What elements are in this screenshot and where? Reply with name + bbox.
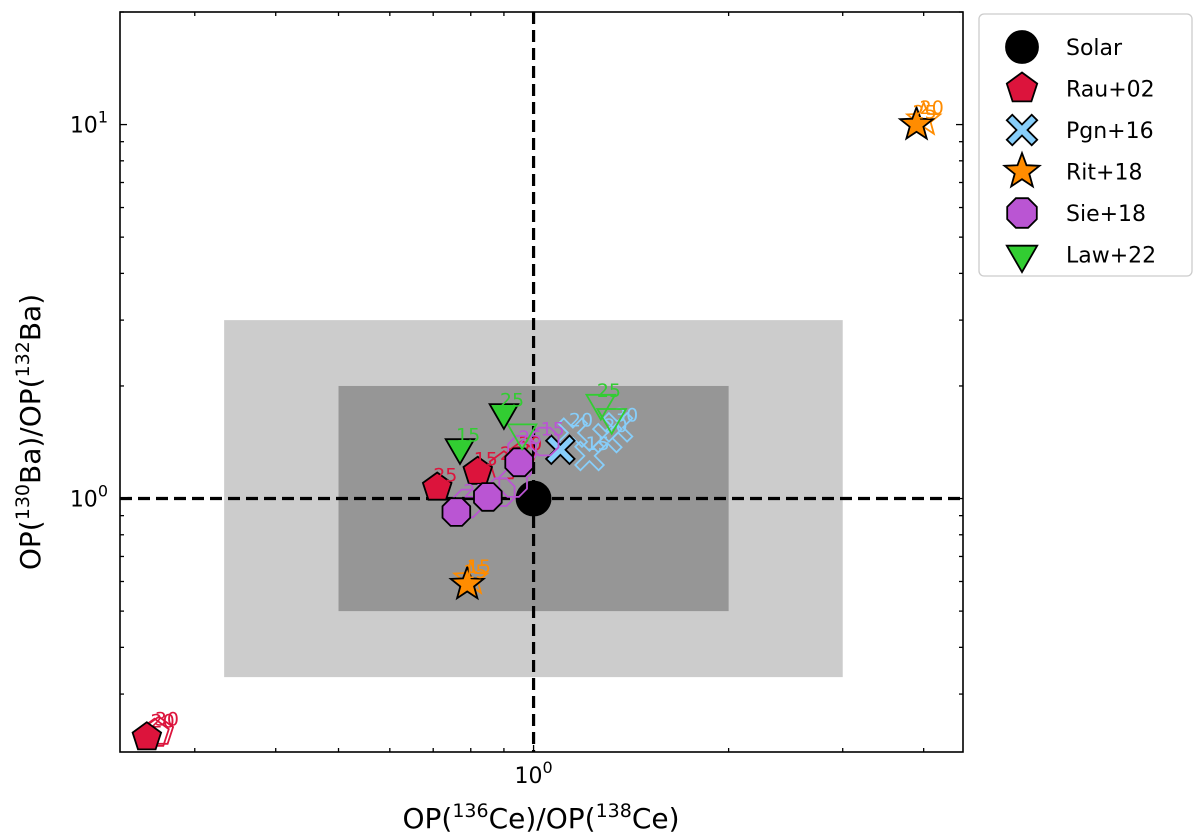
point-law-22 xyxy=(595,408,628,436)
point-label: 15 xyxy=(467,556,491,578)
point-rau-02 xyxy=(131,721,163,751)
legend-marker-solar xyxy=(1005,30,1039,64)
point-sie-18 xyxy=(473,482,503,512)
point-rit-18 xyxy=(448,564,487,601)
point-label: 15 xyxy=(463,561,487,583)
point-label: 20 xyxy=(920,97,944,119)
x-tick-label: 100 xyxy=(514,758,552,789)
legend-marker-sie-18 xyxy=(1006,197,1038,229)
legend-label: Solar xyxy=(1066,36,1123,61)
legend-marker-pgn-16 xyxy=(1005,113,1039,147)
point-label: 15 xyxy=(474,449,498,471)
x-axis-label: OP(136Ce)/OP(138Ce) xyxy=(402,800,679,835)
tick-labels: 100 100 101 xyxy=(70,108,553,789)
legend-marker-rau-02 xyxy=(1005,71,1039,103)
legend-marker-law-22 xyxy=(1005,244,1039,274)
plot-frame xyxy=(119,11,964,753)
point-pgn-16 xyxy=(602,411,634,443)
point-rit-18 xyxy=(897,104,936,141)
legend-label: Rit+18 xyxy=(1066,161,1142,186)
legend-label: Sie+18 xyxy=(1066,202,1146,227)
point-pgn-16 xyxy=(574,440,606,472)
legend-marker-rit-18 xyxy=(1002,150,1042,189)
axis-ticks xyxy=(120,11,963,752)
point-label: 20 xyxy=(151,711,175,733)
point-label: 25 xyxy=(500,389,524,411)
point-sie-18 xyxy=(504,447,534,478)
point-label: 20 xyxy=(569,410,593,432)
y-tick-label: 101 xyxy=(70,108,108,139)
legend-label: Law+22 xyxy=(1066,244,1156,269)
legend-label: Rau+02 xyxy=(1066,78,1155,103)
point-label: 15 xyxy=(541,419,565,441)
point-label: 15 xyxy=(456,424,480,446)
legend-label: Pgn+16 xyxy=(1066,119,1154,144)
point-label: 25 xyxy=(913,102,937,124)
point-rau-02 xyxy=(462,455,494,485)
point-label: 30 xyxy=(155,709,179,731)
point-law-22 xyxy=(444,438,476,466)
point-law-22 xyxy=(506,423,538,452)
point-pgn-16 xyxy=(544,434,576,466)
point-label: 25 xyxy=(597,380,621,402)
legend: Solar Rau+02 Pgn+16 Rit+18 Sie+18 Law+22 xyxy=(978,13,1193,277)
y-tick-label: 100 xyxy=(70,482,108,513)
point-rau-02 xyxy=(421,471,453,501)
point-solar xyxy=(515,480,552,517)
point-law-22 xyxy=(488,403,520,431)
point-sie-18 xyxy=(441,497,472,527)
point-label: 25 xyxy=(433,465,457,487)
point-law-22 xyxy=(584,393,617,422)
data-points: 2030203025152015203020152515252025152515… xyxy=(131,97,944,751)
y-axis-label: OP(130Ba)/OP(132Ba) xyxy=(12,294,47,570)
